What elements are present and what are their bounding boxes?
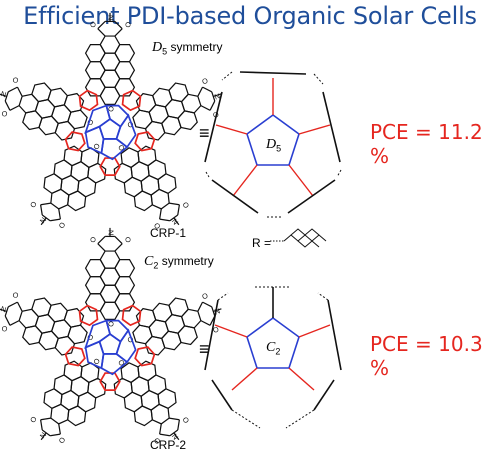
bottom-symmetry-label: C2 symmetry <box>144 254 214 270</box>
top-schematic-d5 <box>204 71 342 218</box>
crp2-molecule-structure <box>0 228 229 454</box>
bottom-symmetry-word: symmetry <box>161 254 214 268</box>
bottom-schematic-label: C2 <box>266 340 280 356</box>
bottom-schematic-sub: 2 <box>275 346 281 357</box>
top-symmetry-word: symmetry <box>170 40 223 54</box>
top-schematic-label: D5 <box>266 137 281 153</box>
top-symmetry-label: D5 symmetry <box>152 40 222 56</box>
top-pce-value: PCE = 11.2 % <box>370 120 483 168</box>
page-title: Efficient PDI-based Organic Solar Cells <box>23 2 477 30</box>
top-schematic-letter: D <box>266 137 277 152</box>
top-symmetry-sub: 5 <box>162 46 168 57</box>
bottom-symmetry-sub: 2 <box>153 260 159 271</box>
top-schematic-sub: 5 <box>276 143 282 154</box>
crp1-molecule-structure <box>0 13 229 239</box>
top-equivalence-symbol: ≡ <box>199 123 210 143</box>
bottom-schematic-letter: C <box>266 340 276 355</box>
r-group-label: R = <box>252 236 272 250</box>
bottom-symmetry-letter: C <box>144 254 154 269</box>
bottom-schematic-c2 <box>204 286 342 429</box>
r-group-structure <box>270 228 327 248</box>
bottom-pce-value: PCE = 10.3 % <box>370 332 483 380</box>
bottom-equivalence-symbol: ≡ <box>199 339 210 359</box>
top-compound-label: CRP-1 <box>150 226 187 240</box>
top-symmetry-letter: D <box>152 40 163 55</box>
